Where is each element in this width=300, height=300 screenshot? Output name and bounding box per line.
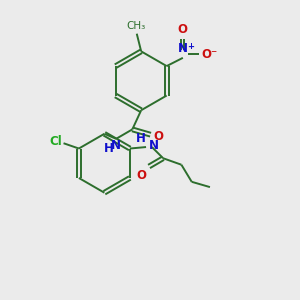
Text: H: H xyxy=(136,132,146,145)
Text: N: N xyxy=(148,140,158,152)
Text: O: O xyxy=(154,130,164,143)
Text: O: O xyxy=(136,169,146,182)
Text: N: N xyxy=(111,140,121,152)
Text: Cl: Cl xyxy=(49,135,62,148)
Text: O⁻: O⁻ xyxy=(201,48,217,61)
Text: N: N xyxy=(178,43,188,56)
Text: CH₃: CH₃ xyxy=(126,21,146,31)
Text: H: H xyxy=(104,142,114,155)
Text: O: O xyxy=(178,23,188,36)
Text: +: + xyxy=(187,42,194,51)
